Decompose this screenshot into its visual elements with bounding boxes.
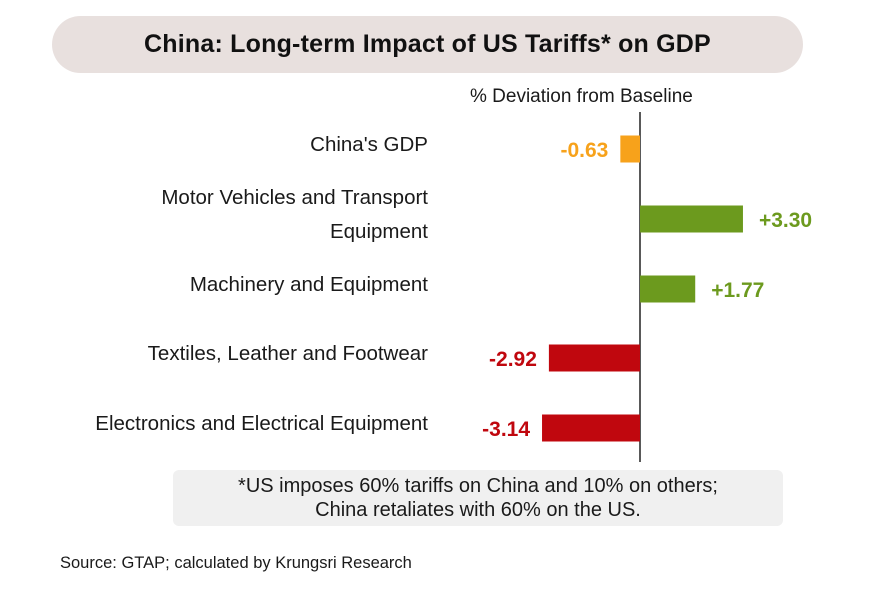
bar-2 <box>640 275 696 303</box>
data-label-2: +1.77 <box>711 279 764 302</box>
footnote-box: *US imposes 60% tariffs on China and 10%… <box>173 470 783 526</box>
footnote-line-1: *US imposes 60% tariffs on China and 10%… <box>238 475 718 497</box>
category-label-4: Electronics and Electrical Equipment <box>0 407 428 441</box>
category-label-line: Electronics and Electrical Equipment <box>95 412 428 435</box>
category-label-line: Textiles, Leather and Footwear <box>147 342 428 365</box>
chart-title: China: Long-term Impact of US Tariffs* o… <box>144 30 711 58</box>
category-label-line: Motor Vehicles and Transport <box>161 186 428 209</box>
footnote-line-2: China retaliates with 60% on the US. <box>315 499 641 521</box>
bar-3 <box>548 344 640 372</box>
category-label-2: Machinery and Equipment <box>0 268 428 302</box>
chart-title-banner: China: Long-term Impact of US Tariffs* o… <box>52 16 803 73</box>
data-label-4: -3.14 <box>482 418 530 441</box>
data-label-3: -2.92 <box>489 348 537 371</box>
axis-title: % Deviation from Baseline <box>470 86 693 107</box>
data-label-0: -0.63 <box>560 139 608 162</box>
category-label-3: Textiles, Leather and Footwear <box>0 337 428 371</box>
category-label-1: Motor Vehicles and Transport Equipment <box>0 181 428 249</box>
data-label-1: +3.30 <box>759 209 812 232</box>
category-label-line: China's GDP <box>310 133 428 156</box>
category-label-line: Machinery and Equipment <box>189 273 428 296</box>
bar-0 <box>620 135 640 163</box>
source-note: Source: GTAP; calculated by Krungsri Res… <box>60 554 412 572</box>
category-label-line: Equipment <box>329 220 428 243</box>
bar-1 <box>640 205 743 233</box>
category-label-0: China's GDP <box>0 128 428 162</box>
bar-4 <box>542 414 640 442</box>
